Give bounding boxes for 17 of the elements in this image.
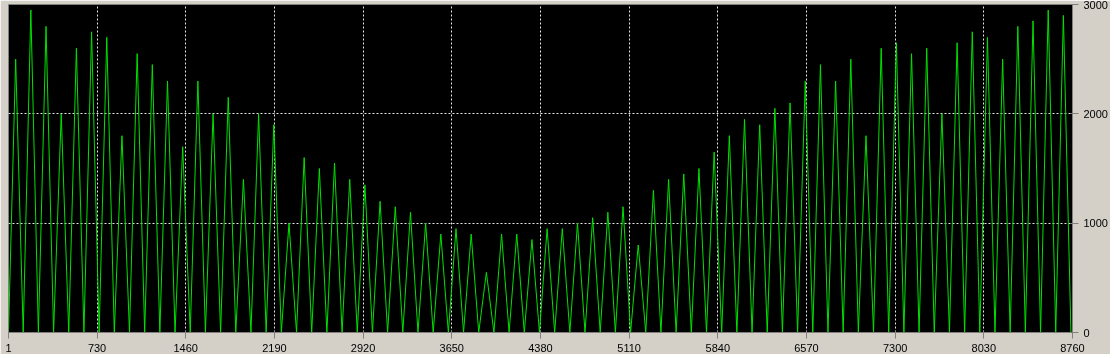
- x-tick-label: 2920: [350, 341, 376, 354]
- x-tick-label: 1: [5, 341, 12, 354]
- x-tick-label: 2190: [262, 341, 287, 354]
- x-tick-label: 730: [87, 341, 107, 354]
- x-tick-label: 4380: [528, 341, 553, 354]
- y-tick-label: 2000: [1083, 107, 1108, 120]
- y-tick-label: 1000: [1083, 217, 1108, 230]
- x-tick-label: 1460: [173, 341, 198, 354]
- x-tick-label: 6570: [794, 341, 819, 354]
- y-tick-label: 3000: [1083, 0, 1108, 11]
- y-tick-label: 0: [1083, 326, 1090, 339]
- x-tick-label: 8760: [1060, 341, 1085, 354]
- x-tick-label: 5110: [617, 341, 641, 354]
- x-tick-label: 3650: [439, 341, 465, 354]
- x-tick-label: 7300: [882, 341, 908, 354]
- x-tick-label: 8030: [971, 341, 997, 354]
- x-tick-label: 5840: [705, 341, 731, 354]
